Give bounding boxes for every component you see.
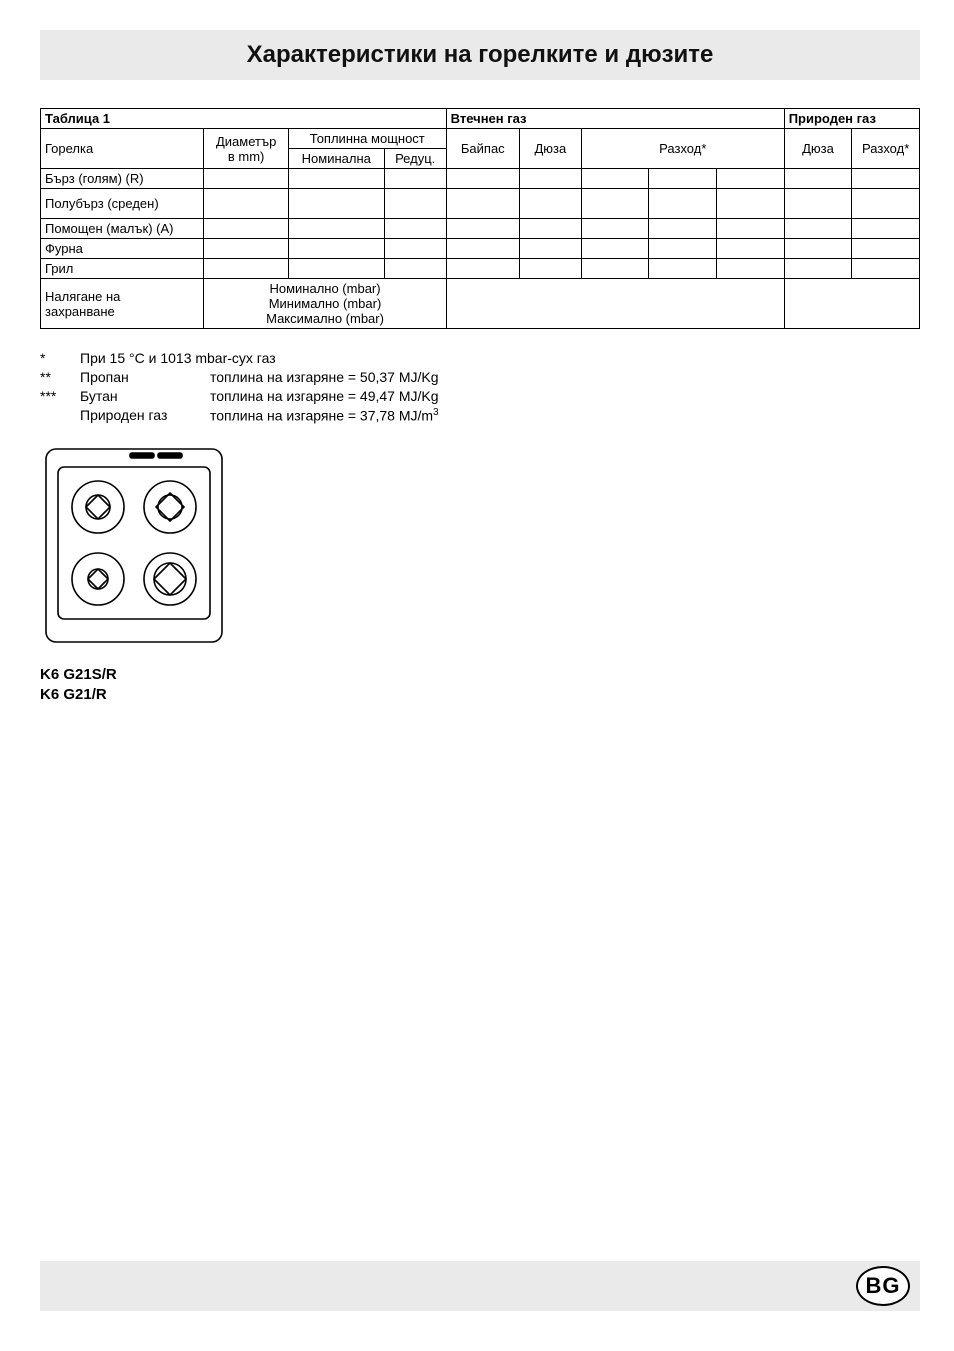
table-row: Бърз (голям) (R) (41, 169, 920, 189)
page-title: Характеристики на горелките и дюзите (247, 41, 714, 69)
footnote: *** Бутан топлина на изгаряне = 49,47 MJ… (40, 387, 920, 406)
col-burner: Горелка (41, 129, 204, 169)
col-flow-ng: Разход* (852, 129, 920, 169)
table-row: Полубърз (среден) (41, 189, 920, 219)
footnotes: * При 15 °C и 1013 mbar-сух газ ** Пропа… (40, 349, 920, 425)
col-power: Топлинна мощност (288, 129, 446, 149)
col-reduced: Редуц. (384, 149, 446, 169)
footnote: ** Пропан топлина на изгаряне = 50,37 MJ… (40, 368, 920, 387)
col-diameter: Диаметър в mm) (204, 129, 289, 169)
footnote: Природен газ топлина на изгаряне = 37,78… (40, 406, 920, 426)
model-list: K6 G21S/R K6 G21/R (40, 665, 920, 706)
lpg-header: Втечнен газ (446, 109, 784, 129)
diagram-icon (40, 443, 228, 648)
model: K6 G21/R (40, 685, 920, 705)
table-row: Помощен (малък) (A) (41, 219, 920, 239)
footnote: * При 15 °C и 1013 mbar-сух газ (40, 349, 920, 368)
col-nozzle-ng: Дюза (784, 129, 852, 169)
pressure-label: Налягане на захранване (41, 279, 204, 329)
footer-bar: BG (40, 1261, 920, 1311)
table-row: Фурна (41, 239, 920, 259)
model: K6 G21S/R (40, 665, 920, 685)
table-row: Грил (41, 259, 920, 279)
col-flow: Разход* (581, 129, 784, 169)
spec-table: Таблица 1 Втечнен газ Природен газ Горел… (40, 108, 920, 329)
col-nozzle: Дюза (519, 129, 581, 169)
language-badge: BG (856, 1266, 910, 1306)
ng-header: Природен газ (784, 109, 919, 129)
pressure-types: Номинално (mbar) Минимално (mbar) Максим… (204, 279, 446, 329)
col-nominal: Номинална (288, 149, 384, 169)
cooktop-diagram (40, 443, 920, 653)
table-name: Таблица 1 (41, 109, 447, 129)
title-bar: Характеристики на горелките и дюзите (40, 30, 920, 80)
col-bypass: Байпас (446, 129, 519, 169)
